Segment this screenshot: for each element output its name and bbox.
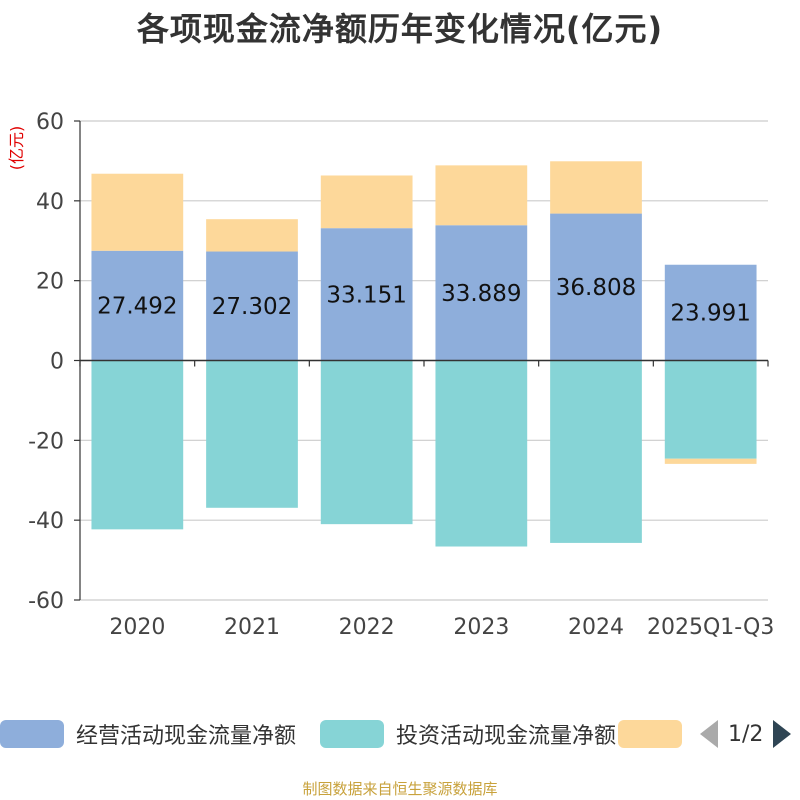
legend-item-operating[interactable]: 经营活动现金流量净额 [0, 716, 296, 752]
bar-series0-2020[interactable] [91, 250, 184, 361]
bar-series1-2020[interactable] [91, 360, 184, 530]
bar-value-label: 27.492 [97, 294, 177, 320]
y-axis-label: (亿元) [7, 126, 26, 171]
legend-item-financing[interactable] [618, 716, 682, 752]
bar-series2-2020[interactable] [91, 173, 184, 251]
legend-item-investing[interactable]: 投资活动现金流量净额 [320, 716, 616, 752]
bar-series0-2024[interactable] [550, 213, 642, 361]
axes: 60 40 20 0 -20 -40 -60 (亿元) 2020 2021 2022 2023 2024… [7, 110, 774, 640]
bar-value-label: 27.302 [212, 294, 292, 320]
y-tick-label: 40 [36, 190, 64, 215]
bar-series0-2022[interactable] [320, 228, 413, 361]
legend-swatch-investing [320, 720, 384, 748]
bar-series2-2024[interactable] [550, 161, 642, 214]
legend-swatch-operating [0, 720, 64, 748]
bar-series1-2024[interactable] [550, 360, 642, 543]
x-tick-label: 2020 [109, 615, 165, 640]
chart-title: 各项现金流净额历年变化情况(亿元) [136, 10, 664, 48]
bar-series2-2025Q1-Q3[interactable] [664, 458, 757, 464]
bar-series1-2022[interactable] [320, 360, 413, 525]
x-tick-label: 2025Q1-Q3 [647, 615, 774, 640]
y-tick-label: 0 [50, 350, 64, 375]
bar-series2-2021[interactable] [206, 219, 298, 252]
y-tick-label: -60 [28, 589, 64, 614]
y-tick-label: -40 [28, 509, 64, 534]
bar-value-label: 36.808 [556, 275, 636, 301]
pager-prev-icon[interactable] [700, 720, 718, 748]
legend: 经营活动现金流量净额 投资活动现金流量净额 1/2 [0, 716, 800, 752]
pager-next-icon[interactable] [773, 720, 792, 748]
legend-label-investing: 投资活动现金流量净额 [396, 724, 617, 749]
chart-area: 60 40 20 0 -20 -40 -60 (亿元) 2020 2021 2022 2023 2024… [7, 110, 774, 640]
x-tick-label: 2022 [339, 615, 395, 640]
y-tick-label: 20 [36, 270, 64, 295]
bar-series2-2023[interactable] [435, 165, 528, 226]
pager-page-indicator: 1/2 [728, 721, 764, 747]
legend-label-operating: 经营活动现金流量净额 [76, 724, 297, 749]
x-tick-label: 2024 [568, 615, 624, 640]
bar-series0-2023[interactable] [435, 225, 528, 361]
source-note: 制图数据来自恒生聚源数据库 [302, 780, 498, 798]
bar-value-label: 33.151 [326, 282, 406, 308]
bar-series0-2025Q1-Q3[interactable] [664, 264, 757, 361]
bar-series1-2021[interactable] [206, 360, 298, 508]
bars [91, 161, 757, 547]
bar-series1-2025Q1-Q3[interactable] [664, 360, 757, 459]
y-tick-label: 60 [36, 110, 64, 135]
y-tick-label: -20 [28, 429, 64, 454]
x-tick-label: 2021 [224, 615, 280, 640]
data-labels: 27.492 27.302 33.151 33.889 36.808 23.991 [97, 275, 751, 327]
legend-swatch-financing [618, 720, 682, 748]
bar-series1-2023[interactable] [435, 360, 528, 547]
bar-value-label: 33.889 [441, 281, 521, 307]
bar-series0-2021[interactable] [206, 251, 298, 361]
legend-pager: 1/2 [700, 716, 792, 752]
x-tick-label: 2023 [453, 615, 509, 640]
bar-value-label: 23.991 [670, 301, 750, 327]
bar-series2-2022[interactable] [320, 175, 413, 229]
